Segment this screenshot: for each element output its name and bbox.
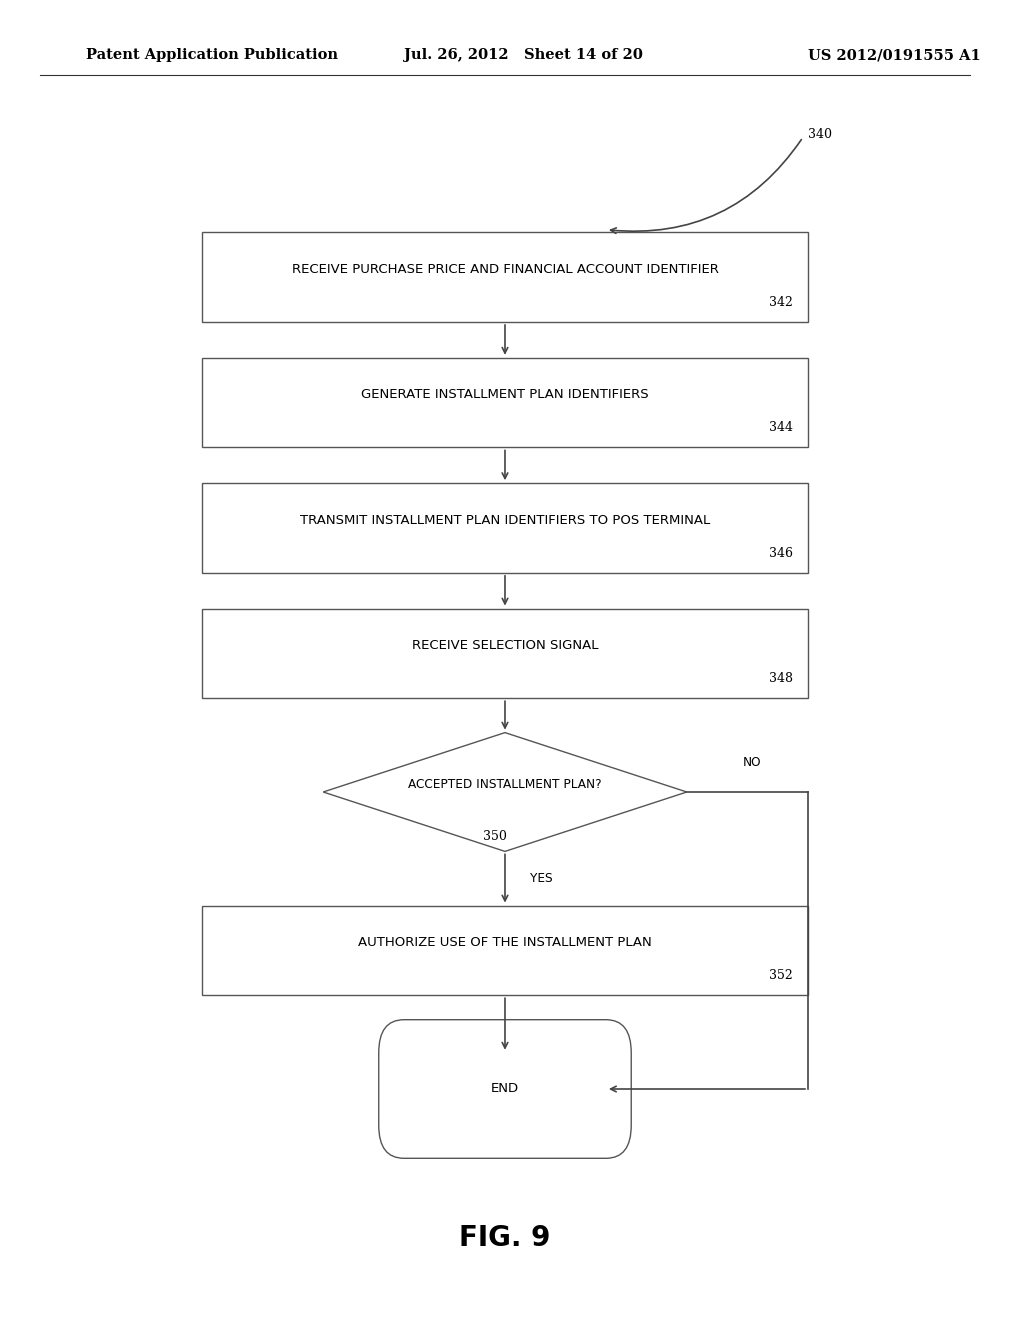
Text: AUTHORIZE USE OF THE INSTALLMENT PLAN: AUTHORIZE USE OF THE INSTALLMENT PLAN	[358, 936, 652, 949]
Text: END: END	[490, 1082, 519, 1096]
FancyBboxPatch shape	[202, 358, 808, 447]
Text: YES: YES	[530, 873, 553, 884]
Text: Patent Application Publication: Patent Application Publication	[86, 49, 338, 62]
FancyBboxPatch shape	[202, 906, 808, 995]
FancyBboxPatch shape	[202, 609, 808, 698]
Polygon shape	[324, 733, 687, 851]
Text: US 2012/0191555 A1: US 2012/0191555 A1	[808, 49, 981, 62]
Text: Jul. 26, 2012   Sheet 14 of 20: Jul. 26, 2012 Sheet 14 of 20	[404, 49, 643, 62]
Text: 342: 342	[769, 296, 793, 309]
Text: TRANSMIT INSTALLMENT PLAN IDENTIFIERS TO POS TERMINAL: TRANSMIT INSTALLMENT PLAN IDENTIFIERS TO…	[300, 513, 710, 527]
Text: RECEIVE SELECTION SIGNAL: RECEIVE SELECTION SIGNAL	[412, 639, 598, 652]
Text: 344: 344	[769, 421, 793, 434]
Text: RECEIVE PURCHASE PRICE AND FINANCIAL ACCOUNT IDENTIFIER: RECEIVE PURCHASE PRICE AND FINANCIAL ACC…	[292, 263, 719, 276]
Text: 346: 346	[769, 546, 793, 560]
Text: 352: 352	[769, 969, 793, 982]
FancyBboxPatch shape	[379, 1019, 631, 1159]
Text: ACCEPTED INSTALLMENT PLAN?: ACCEPTED INSTALLMENT PLAN?	[409, 777, 602, 791]
Text: 348: 348	[769, 672, 793, 685]
Text: FIG. 9: FIG. 9	[460, 1224, 551, 1253]
Text: 350: 350	[483, 830, 507, 843]
Text: 340: 340	[808, 128, 831, 141]
FancyBboxPatch shape	[202, 232, 808, 322]
FancyBboxPatch shape	[202, 483, 808, 573]
Text: GENERATE INSTALLMENT PLAN IDENTIFIERS: GENERATE INSTALLMENT PLAN IDENTIFIERS	[361, 388, 649, 401]
Text: NO: NO	[742, 756, 761, 770]
